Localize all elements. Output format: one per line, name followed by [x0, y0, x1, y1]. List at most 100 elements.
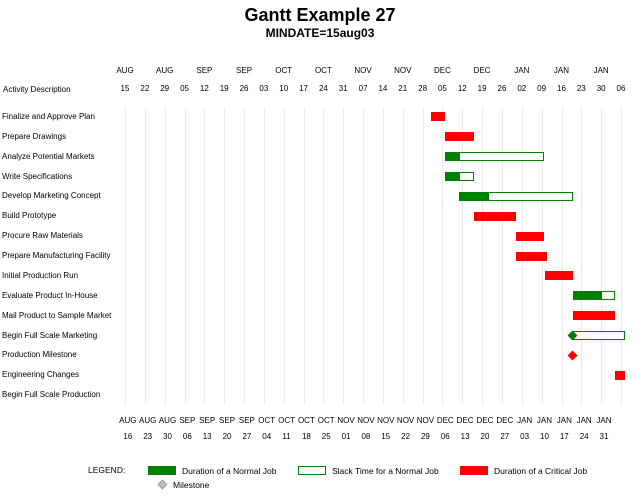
bottom-axis-day-label: 16: [123, 432, 133, 441]
bottom-axis-day-label: 04: [262, 432, 272, 441]
gridline: [144, 107, 146, 406]
bottom-axis-month-label: NOV: [396, 416, 415, 425]
bottom-axis-month-label: SEP: [199, 416, 216, 425]
critical-bar: [615, 370, 625, 380]
top-axis-day-label: 09: [537, 84, 547, 93]
top-axis-day-label: 15: [120, 84, 130, 93]
gridline: [363, 107, 365, 406]
bottom-axis-day-label: 31: [599, 432, 609, 441]
slack-bar: [459, 152, 545, 162]
top-axis-day-label: 07: [358, 84, 368, 93]
top-axis-day-label: 06: [616, 84, 626, 93]
top-axis-month-label: SEP: [236, 66, 253, 75]
bottom-axis-month-label: JAN: [576, 416, 592, 425]
normal-bar: [459, 191, 488, 201]
slack-bar: [487, 191, 573, 201]
bottom-axis-month-label: SEP: [238, 416, 255, 425]
top-axis-day-label: 17: [299, 84, 308, 93]
gridline: [263, 107, 265, 406]
activity-label: Mail Product to Sample Market: [2, 310, 112, 320]
gridline: [303, 107, 305, 406]
page-subtitle: MINDATE=15aug03: [265, 26, 375, 40]
activity-label: Write Specifications: [2, 171, 73, 181]
critical-job-swatch: [460, 466, 488, 475]
top-axis-month-label: JAN: [553, 66, 570, 75]
bottom-axis-month-label: DEC: [436, 416, 454, 425]
critical-bar: [572, 311, 616, 321]
bottom-axis-day-label: 06: [182, 432, 192, 441]
top-axis-day-label: 29: [160, 84, 170, 93]
gridline: [204, 107, 206, 406]
bottom-axis-month-label: JAN: [596, 416, 612, 425]
bottom-axis-month-label: NOV: [337, 416, 355, 425]
bottom-axis-month-label: DEC: [496, 416, 514, 425]
top-axis-month-label: NOV: [354, 66, 372, 75]
bottom-axis-month-label: OCT: [258, 416, 276, 425]
bottom-axis-day-label: 17: [559, 432, 569, 441]
bottom-axis-month-label: DEC: [456, 416, 474, 425]
bottom-axis-month-label: DEC: [476, 416, 494, 425]
bottom-axis-day-label: 11: [282, 432, 291, 441]
bottom-axis-month-label: OCT: [297, 416, 315, 425]
critical-bar: [431, 112, 446, 122]
top-axis-month-label: OCT: [314, 66, 332, 75]
gridline: [601, 107, 603, 406]
bottom-axis-day-label: 01: [341, 432, 351, 441]
bottom-axis-day-label: 03: [520, 432, 530, 441]
activity-label: Procure Raw Materials: [2, 231, 83, 241]
gridline: [283, 107, 285, 406]
critical-bar: [473, 211, 517, 221]
bottom-axis-day-label: 20: [222, 432, 232, 441]
top-axis-day-label: 31: [338, 84, 348, 93]
bottom-axis-day-label: 06: [440, 432, 450, 441]
bottom-axis-day-label: 18: [301, 432, 311, 441]
bottom-axis-day-label: 08: [361, 432, 371, 441]
critical-bar: [445, 132, 474, 142]
normal-job-swatch: [148, 466, 176, 475]
bottom-axis-month-label: JAN: [536, 416, 553, 425]
bottom-axis-month-label: SEP: [179, 416, 196, 425]
gridline: [382, 107, 384, 406]
bottom-axis-day-label: 30: [163, 432, 172, 441]
slack-bar: [601, 291, 616, 301]
activity-label: Begin Full Scale Marketing: [2, 330, 98, 340]
top-axis-day-label: 30: [596, 84, 606, 93]
bottom-axis-month-label: NOV: [357, 416, 375, 425]
gridline: [244, 107, 245, 406]
bottom-axis-day-label: 25: [321, 432, 331, 441]
activity-label: Initial Production Run: [2, 270, 79, 280]
gridline: [422, 107, 424, 406]
gridline: [482, 107, 484, 406]
bottom-axis-month-label: NOV: [377, 416, 395, 425]
gridline: [343, 107, 345, 406]
bottom-axis-month-label: OCT: [317, 416, 335, 425]
gridline: [561, 107, 563, 406]
bottom-axis-month-label: AUG: [119, 416, 137, 425]
normal-bar: [445, 172, 460, 181]
top-axis-day-label: 19: [219, 84, 229, 93]
top-axis-day-label: 26: [239, 84, 249, 93]
top-axis-month-label: DEC: [433, 66, 451, 75]
critical-bar: [516, 231, 545, 241]
gridline: [125, 107, 126, 406]
top-axis-day-label: 02: [517, 84, 527, 93]
legend-critical-label: Duration of a Critical Job: [494, 466, 588, 476]
activity-label: Develop Marketing Concept: [2, 191, 101, 201]
gridline: [621, 107, 622, 406]
top-axis-day-label: 23: [576, 84, 586, 93]
normal-bar: [445, 152, 460, 162]
bottom-axis-day-label: 22: [401, 432, 411, 441]
legend-slack-label: Slack Time for a Normal Job: [332, 466, 439, 476]
critical-milestone-marker: [567, 350, 578, 361]
slack-time-swatch: [298, 466, 326, 475]
milestone-diamond-icon: [157, 479, 168, 490]
activity-label: Begin Full Scale Production: [2, 390, 101, 400]
activity-label: Build Prototype: [2, 211, 57, 221]
bottom-axis-day-label: 13: [460, 432, 470, 441]
bottom-axis-month-label: AUG: [158, 416, 177, 425]
top-axis-day-label: 19: [477, 84, 487, 93]
bottom-axis-day-label: 10: [540, 432, 549, 441]
critical-bar: [516, 251, 548, 261]
page-title: Gantt Example 27: [244, 5, 396, 25]
top-axis-month-label: JAN: [514, 66, 530, 75]
